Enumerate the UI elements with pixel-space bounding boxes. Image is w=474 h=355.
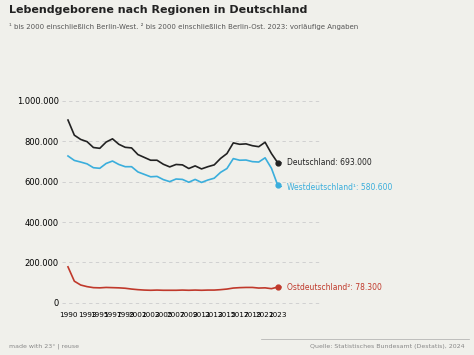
Text: made with 23° | reuse: made with 23° | reuse <box>9 343 80 349</box>
Text: Quelle: Statistisches Bundesamt (Destatis), 2024: Quelle: Statistisches Bundesamt (Destati… <box>310 344 465 349</box>
Text: ¹ bis 2000 einschließlich Berlin-West. ² bis 2000 einschließlich Berlin-Ost. 202: ¹ bis 2000 einschließlich Berlin-West. ²… <box>9 23 359 30</box>
Text: Westdeutschland¹: 580.600: Westdeutschland¹: 580.600 <box>287 183 393 192</box>
Text: Deutschland: 693.000: Deutschland: 693.000 <box>287 158 372 167</box>
Text: Ostdeutschland²: 78.300: Ostdeutschland²: 78.300 <box>287 283 382 291</box>
Text: Lebendgeborene nach Regionen in Deutschland: Lebendgeborene nach Regionen in Deutschl… <box>9 5 308 15</box>
